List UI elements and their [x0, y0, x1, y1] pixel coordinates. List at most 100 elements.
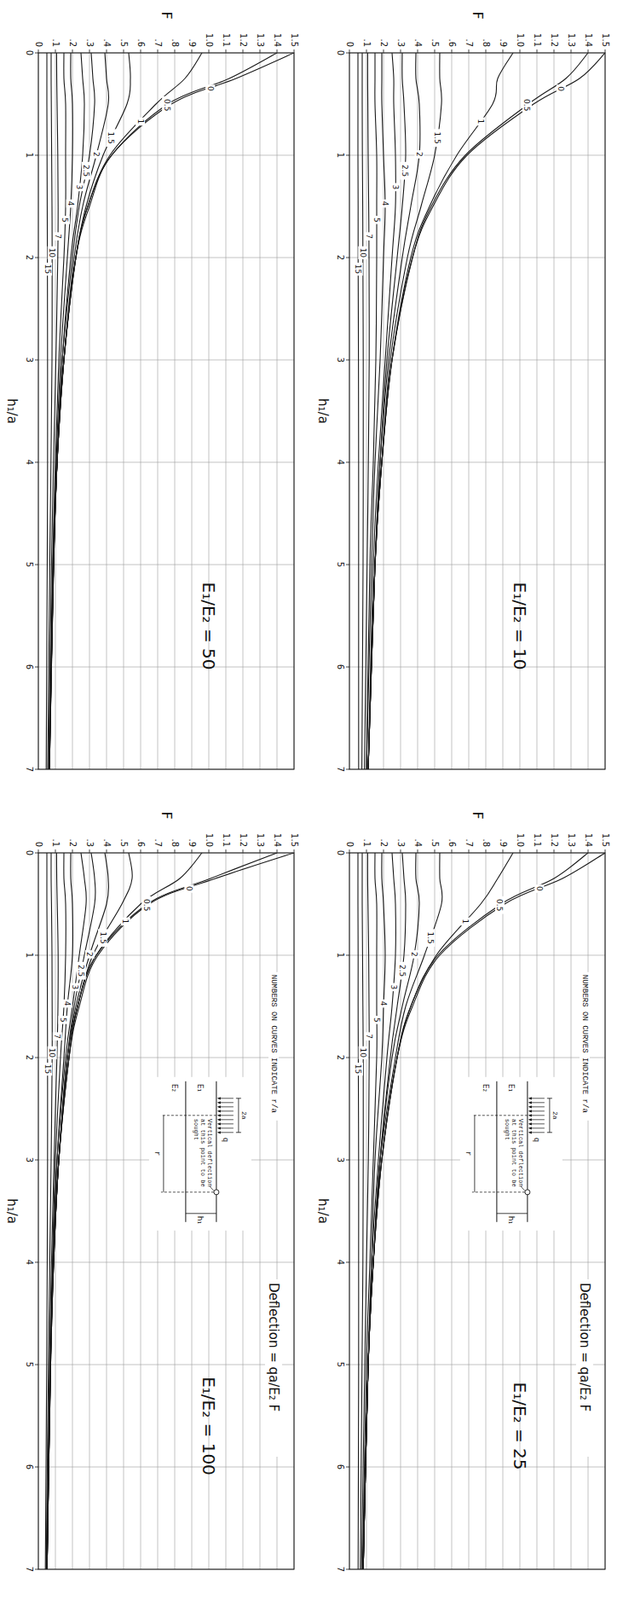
curve — [368, 52, 406, 769]
tick-label: .8 — [170, 837, 180, 847]
grid-line — [383, 852, 385, 1569]
label-patch — [52, 231, 63, 241]
tick-label: 1.1 — [221, 832, 231, 847]
tick-label: 4 — [24, 1258, 35, 1264]
label-patch — [52, 1031, 63, 1040]
tick-label: 1 — [335, 951, 346, 958]
center-line — [472, 1113, 528, 1115]
tick-mark — [89, 848, 91, 853]
tick-mark — [451, 49, 453, 53]
tick-label: 2 — [335, 1054, 346, 1060]
arrow-head — [217, 1096, 221, 1099]
grid-line — [225, 52, 227, 769]
leader-line — [209, 1185, 214, 1191]
tick-mark — [242, 848, 244, 853]
tick-label: 2 — [24, 254, 35, 260]
tick-mark — [605, 49, 606, 53]
curve — [364, 52, 370, 769]
grid-line — [349, 564, 606, 566]
tick-mark — [225, 49, 227, 53]
grid-line — [38, 461, 295, 463]
curve-label: 3 — [391, 184, 400, 191]
tick-label: 1.5 — [600, 832, 611, 847]
grid-line — [38, 564, 295, 566]
label-patch — [357, 246, 368, 260]
tick-label: .9 — [498, 38, 508, 47]
grid-line — [38, 359, 295, 361]
note-line: sought — [192, 1118, 200, 1140]
tick-mark — [34, 564, 39, 566]
tick-mark — [34, 52, 39, 54]
tick-label: 1.5 — [289, 832, 300, 847]
tick-mark — [346, 1568, 350, 1570]
tick-mark — [259, 49, 261, 53]
label-patch — [92, 149, 102, 159]
tick-mark — [519, 848, 521, 853]
tick-mark — [157, 848, 159, 853]
grid-line — [588, 52, 589, 769]
tick-mark — [294, 49, 295, 53]
curve-label: 1 — [136, 119, 145, 125]
axis-title: h₁/a — [4, 1197, 20, 1223]
diagram-label: E₁ — [196, 1083, 205, 1092]
tick-mark — [451, 848, 453, 853]
curve — [363, 852, 386, 1569]
tick-mark — [502, 848, 504, 853]
curve — [368, 52, 442, 769]
curves — [45, 852, 295, 1569]
tick-label: 2 — [335, 254, 346, 260]
curve-labels: 00.511.522.534571015 — [353, 883, 544, 1075]
tick-label: 7 — [24, 1565, 35, 1571]
tick-label: 2 — [24, 1054, 35, 1060]
curve — [363, 852, 589, 1569]
grid-line — [259, 52, 261, 769]
arrow-head — [217, 1130, 221, 1133]
grid-line — [451, 52, 453, 769]
curve — [49, 52, 277, 769]
arrow-head — [528, 1100, 532, 1103]
curve-label: 10 — [358, 1047, 368, 1058]
dimension-line — [237, 1097, 239, 1132]
label-patch — [42, 1061, 52, 1075]
curve — [49, 52, 131, 769]
label-patch — [409, 949, 420, 958]
tick-label: .6 — [136, 837, 146, 847]
tick-label: .8 — [481, 837, 491, 847]
curve — [46, 852, 66, 1569]
tick-label: .3 — [396, 837, 406, 847]
tick-label: .5 — [119, 38, 129, 47]
tick-label: 1.1 — [221, 33, 231, 47]
tick-label: 1.3 — [566, 33, 577, 47]
tick-mark — [55, 49, 57, 53]
grid-line — [417, 52, 419, 769]
tick-label: 1.0 — [204, 33, 214, 47]
label-patch — [76, 961, 87, 980]
diagram-ground — [460, 1076, 563, 1230]
curve — [357, 852, 359, 1569]
tick-label: .4 — [413, 837, 423, 847]
note-line: Vertical deflection — [517, 1118, 525, 1187]
label-patch — [495, 895, 505, 914]
label-patch — [380, 199, 390, 208]
curve-label: 1.5 — [426, 931, 435, 944]
curve-label: 15 — [353, 264, 363, 274]
label-patch — [184, 883, 194, 893]
tick-mark — [502, 49, 504, 53]
label-patch — [399, 161, 410, 180]
grid-line — [191, 52, 193, 769]
annotation: NUMBERS ON CURVES INDICATE r/a — [269, 974, 278, 1114]
label-patch — [265, 1278, 283, 1456]
tick-label: 3 — [24, 357, 35, 363]
arrow-head — [528, 1121, 532, 1125]
center-line — [161, 1113, 217, 1115]
grid-line — [123, 52, 125, 769]
label-patch — [268, 971, 279, 1120]
tick-label: .5 — [119, 837, 129, 847]
tick-mark — [123, 848, 125, 853]
tick-mark — [34, 768, 39, 770]
tick-label: 1.4 — [583, 33, 594, 47]
curve-label: 7 — [364, 233, 374, 239]
label-patch — [63, 998, 73, 1008]
tick-label: 0 — [335, 50, 346, 56]
figure: 0.1.2.3.4.5.6.7.8.91.01.11.21.31.41.5012… — [0, 0, 623, 1599]
